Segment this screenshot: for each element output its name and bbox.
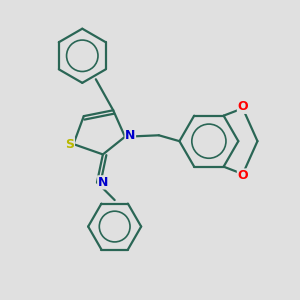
Text: S: S	[65, 138, 74, 151]
Text: N: N	[98, 176, 108, 189]
Text: N: N	[125, 129, 136, 142]
Text: O: O	[237, 100, 248, 113]
Text: O: O	[237, 169, 248, 182]
